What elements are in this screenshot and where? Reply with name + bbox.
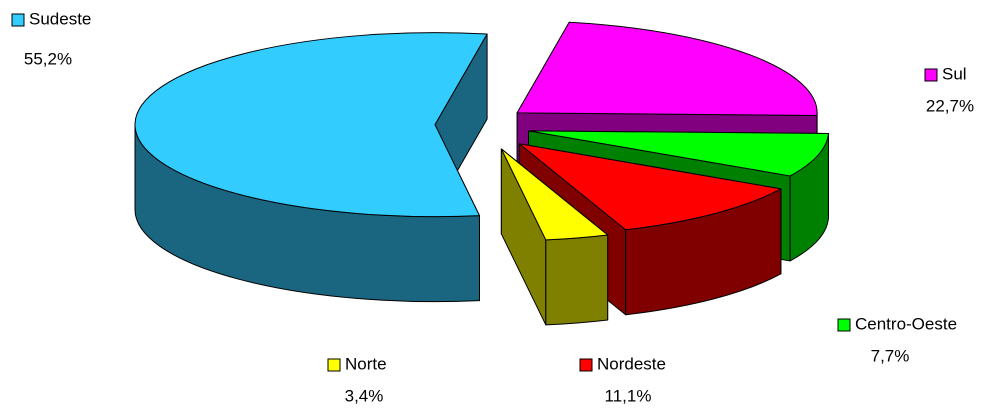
slice-top — [516, 21, 818, 116]
legend-key — [11, 13, 25, 27]
slice-label: Nordeste — [597, 354, 666, 373]
slice-wall — [545, 234, 609, 326]
slice-value-label: 7,7% — [871, 346, 910, 365]
slice-label: Norte — [345, 354, 387, 373]
legend-key — [579, 358, 593, 372]
slice — [500, 148, 609, 326]
legend-key — [837, 318, 851, 332]
slice-label: Sudeste — [29, 9, 91, 28]
slice-value-label: 55,2% — [24, 49, 72, 68]
slice-value-label: 11,1% — [605, 386, 652, 405]
slice-value-label: 3,4% — [345, 386, 384, 405]
slice-top — [134, 32, 488, 218]
slice-top — [528, 130, 829, 177]
slice-top — [518, 143, 782, 231]
slice-value-label: 22,7% — [926, 96, 974, 115]
legend-key — [924, 68, 938, 82]
slice-label: Sul — [942, 64, 967, 83]
slice — [134, 32, 488, 303]
slice-top — [500, 148, 609, 241]
legend-key — [327, 358, 341, 372]
slice-label: Centro-Oeste — [855, 314, 957, 333]
